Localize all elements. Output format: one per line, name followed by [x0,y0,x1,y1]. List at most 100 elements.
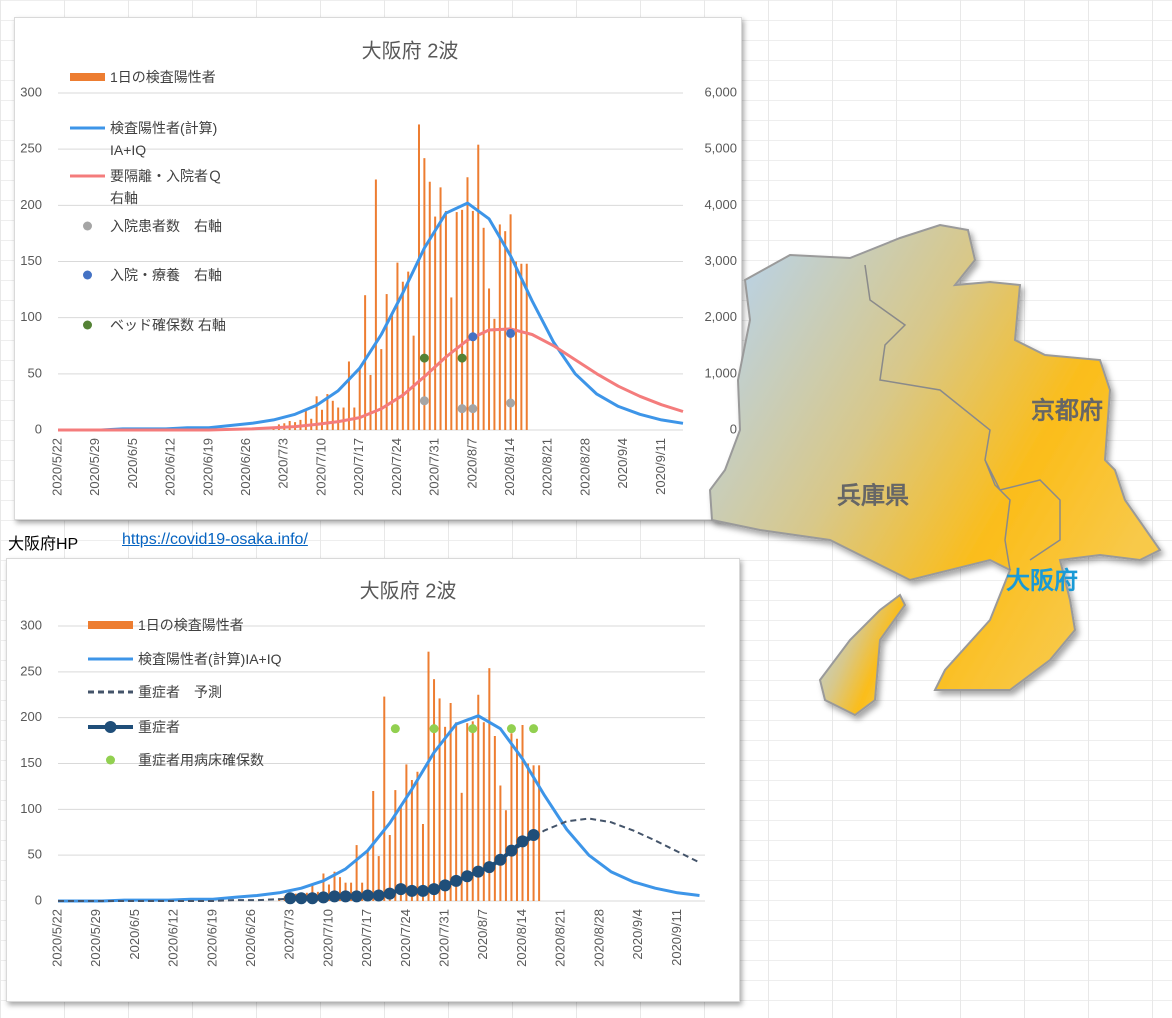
bar [405,764,408,901]
bar [438,698,441,901]
bar [460,792,463,901]
point [529,724,539,734]
line-marker [527,829,540,841]
y-tick-label: 200 [20,709,42,724]
x-tick-label: 2020/9/4 [630,909,645,960]
point [457,404,467,414]
y2-tick-label: 0 [730,421,737,436]
bar [521,725,524,901]
line-marker [350,890,363,903]
bar [339,877,342,901]
chart-title: 大阪府 2波 [362,39,459,62]
bar [331,400,334,430]
bar [369,374,372,430]
x-tick-label: 2020/7/17 [359,909,374,967]
bar [466,177,469,430]
bar [361,882,364,901]
legend-label: 重症者用病床確保数 [138,752,264,768]
y-tick-label: 150 [20,253,42,268]
bar [366,849,369,901]
bar [461,209,464,430]
bar [493,318,496,430]
x-tick-label: 2020/7/10 [320,909,335,967]
line-marker [383,887,396,900]
link[interactable]: https://covid19-osaka.info/ [122,531,308,548]
bar [358,367,361,430]
y2-tick-label: 2,000 [704,309,737,324]
y2-tick-label: 6,000 [704,84,737,99]
bar [455,212,458,430]
point [506,328,516,338]
legend-label: 重症者 予測 [138,684,222,700]
map-border [864,264,1061,571]
line-marker [295,892,308,905]
line-marker [405,884,418,897]
bar [525,263,528,430]
legend-label: ベッド確保数 右軸 [110,317,226,333]
map-label: 兵庫県 [837,482,909,509]
line-marker [394,883,407,896]
legend-label: 要隔離・入院者Ｑ 右軸 [110,168,222,206]
line-marker [472,865,485,878]
legend-swatch [83,270,92,280]
bar [394,790,397,901]
bar [514,261,517,430]
point [468,404,478,414]
map-label: 大阪府 [1006,566,1078,594]
bar [520,263,523,430]
bar [421,824,424,901]
x-tick-label: 2020/5/22 [49,909,64,967]
point [457,353,467,363]
line-marker [461,870,474,883]
legend-swatch [104,721,117,733]
y-tick-label: 250 [20,141,42,156]
legend-label: 1日の検査陽性者 [110,69,216,85]
bar [355,845,358,901]
bar [396,262,399,430]
x-tick-label: 2020/6/26 [238,438,253,496]
x-tick-label: 2020/6/12 [163,438,178,496]
line-marker [494,853,507,866]
y-tick-label: 50 [28,847,42,862]
legend-label: 入院患者数 右軸 [110,218,222,234]
bar [527,763,530,901]
chart-frame [6,558,740,1002]
bar [401,281,404,430]
x-tick-label: 2020/7/31 [427,438,442,496]
map-island [818,593,907,717]
bar [493,736,496,901]
legend-swatch [106,755,115,765]
bar [326,394,329,430]
x-tick-label: 2020/6/12 [166,909,181,967]
legend-swatch [70,73,105,81]
bar [350,882,353,901]
bar [410,780,413,901]
line-marker [328,890,341,903]
line-marker [428,883,441,896]
bar [433,679,436,901]
bar [337,407,340,430]
legend-swatch [83,221,92,231]
line-marker [339,890,352,903]
point [506,724,516,734]
point [390,724,400,734]
x-tick-label: 2020/7/24 [398,909,413,967]
bar [471,210,474,430]
bar [477,144,480,430]
x-tick-label: 2020/9/4 [615,438,630,489]
x-tick-label: 2020/7/10 [313,438,328,496]
x-tick-label: 2020/7/31 [437,909,452,967]
map [708,223,1162,717]
line-marker [361,889,374,902]
x-tick-label: 2020/6/26 [243,909,258,967]
x-tick-label: 2020/8/28 [591,909,606,967]
line-marker [372,889,385,902]
x-tick-label: 2020/8/14 [514,909,529,967]
legend-label: 重症者 [138,719,180,735]
legend-swatch [88,621,133,629]
legend-label: 入院・療養 右軸 [110,267,222,283]
map-label: 京都府 [1031,396,1103,424]
bar [391,313,394,430]
line-marker [505,844,518,857]
